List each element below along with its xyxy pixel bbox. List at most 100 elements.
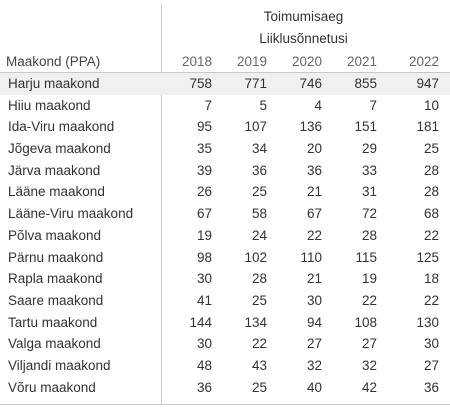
county-name: Hiiu maakond	[8, 97, 91, 113]
table-cell: 25	[251, 292, 267, 308]
table-cell: 30	[306, 292, 322, 308]
table-cell: 22	[306, 227, 322, 243]
table-cell: 855	[354, 76, 377, 91]
table-row[interactable]: Rapla maakond 30 28 21 19 18	[0, 268, 450, 290]
table-cell: 27	[361, 336, 377, 352]
table-row[interactable]: Viljandi maakond 48 43 32 32 27	[0, 355, 450, 377]
county-name: Järva maakond	[8, 162, 101, 178]
year-header[interactable]: 2019	[236, 54, 267, 69]
table-cell: 110	[300, 249, 322, 265]
table-cell: 27	[423, 357, 439, 373]
table-cell: 19	[196, 227, 212, 243]
table-cell: 28	[423, 162, 439, 178]
table-row[interactable]: Tartu maakond 144 134 94 108 130	[0, 312, 450, 334]
table-cell: 7	[369, 97, 377, 113]
table-cell: 107	[244, 119, 267, 135]
table-row[interactable]: Lääne maakond 26 25 21 31 28	[0, 181, 450, 203]
table-cell: 36	[196, 379, 212, 395]
column-group-title: Toimumisaeg	[263, 9, 344, 24]
table-cell: 25	[251, 184, 267, 200]
table-cell: 28	[361, 227, 377, 243]
county-name: Harju maakond	[8, 76, 100, 91]
table-cell: 4	[314, 97, 322, 113]
table-cell: 21	[306, 184, 322, 200]
table-bottom-border	[0, 404, 450, 405]
county-name: Valga maakond	[8, 336, 101, 352]
table-row[interactable]: Harju maakond 758 771 746 855 947	[0, 73, 450, 95]
table-cell: 5	[259, 97, 267, 113]
year-header[interactable]: 2022	[408, 54, 439, 69]
table-cell: 10	[423, 97, 439, 113]
table-cell: 102	[244, 249, 267, 265]
row-header-label: Maakond (PPA)	[6, 54, 101, 69]
table-cell: 39	[196, 162, 212, 178]
county-name: Pärnu maakond	[8, 249, 104, 265]
county-name: Rapla maakond	[8, 271, 103, 287]
table-cell: 25	[251, 379, 267, 395]
table-cell: 34	[251, 141, 267, 157]
year-header[interactable]: 2020	[291, 54, 322, 69]
table-cell: 30	[423, 336, 439, 352]
county-name: Ida-Viru maakond	[8, 119, 115, 135]
table-cell: 181	[416, 119, 439, 135]
table-cell: 41	[196, 292, 212, 308]
table-row[interactable]: Ida-Viru maakond 95 107 136 151 181	[0, 116, 450, 138]
table-row[interactable]: Järva maakond 39 36 36 33 28	[0, 160, 450, 182]
table-row[interactable]: Hiiu maakond 7 5 4 7 10	[0, 95, 450, 117]
table-cell: 36	[423, 379, 439, 395]
table-cell: 36	[306, 162, 322, 178]
table-cell: 130	[416, 314, 439, 330]
table-cell: 32	[306, 357, 322, 373]
table-row[interactable]: Jõgeva maakond 35 34 20 29 25	[0, 138, 450, 160]
county-name: Viljandi maakond	[8, 357, 111, 373]
table-cell: 947	[416, 76, 439, 91]
table-row[interactable]: Lääne-Viru maakond 67 58 67 72 68	[0, 203, 450, 225]
table-cell: 151	[354, 119, 377, 135]
table-cell: 22	[423, 227, 439, 243]
county-name: Võru maakond	[8, 379, 96, 395]
table-cell: 21	[306, 271, 322, 287]
table-cell: 42	[361, 379, 377, 395]
table-cell: 746	[299, 76, 322, 91]
table-cell: 28	[251, 271, 267, 287]
column-header-row: Maakond (PPA) 2018 2019 2020 2021 2022	[0, 52, 450, 72]
table-cell: 20	[306, 141, 322, 157]
table-cell: 68	[423, 206, 439, 222]
table-cell: 36	[251, 162, 267, 178]
table-cell: 35	[196, 141, 212, 157]
table-cell: 26	[196, 184, 212, 200]
table-cell: 7	[204, 97, 212, 113]
table-cell: 22	[361, 292, 377, 308]
county-name: Põlva maakond	[8, 227, 102, 243]
table-cell: 94	[306, 314, 322, 330]
table-cell: 22	[251, 336, 267, 352]
table-cell: 72	[361, 206, 377, 222]
table-cell: 22	[423, 292, 439, 308]
table-cell: 771	[244, 76, 267, 91]
table-row[interactable]: Saare maakond 41 25 30 22 22	[0, 290, 450, 312]
table-cell: 24	[251, 227, 267, 243]
table-cell: 108	[354, 314, 377, 330]
column-divider	[161, 4, 162, 405]
table-cell: 136	[299, 119, 322, 135]
table-cell: 58	[251, 206, 267, 222]
table-cell: 19	[361, 271, 377, 287]
table-cell: 134	[244, 314, 267, 330]
table-cell: 43	[251, 357, 267, 373]
table-cell: 48	[196, 357, 212, 373]
table-row[interactable]: Pärnu maakond 98 102 110 115 125	[0, 247, 450, 269]
table-cell: 144	[189, 314, 212, 330]
year-header[interactable]: 2018	[181, 54, 212, 69]
county-name: Saare maakond	[8, 292, 104, 308]
table-cell: 25	[423, 141, 439, 157]
table-body: Harju maakond 758 771 746 855 947 Hiiu maakond…	[0, 73, 450, 398]
table-cell: 95	[196, 119, 212, 135]
measure-title: Liiklusõnnetusi	[259, 31, 348, 46]
header-divider	[0, 72, 450, 73]
table-cell: 18	[423, 271, 439, 287]
table-row[interactable]: Põlva maakond 19 24 22 28 22	[0, 225, 450, 247]
table-row[interactable]: Võru maakond 36 25 40 42 36	[0, 377, 450, 399]
table-row[interactable]: Valga maakond 30 22 27 27 30	[0, 333, 450, 355]
year-header[interactable]: 2021	[346, 54, 377, 69]
